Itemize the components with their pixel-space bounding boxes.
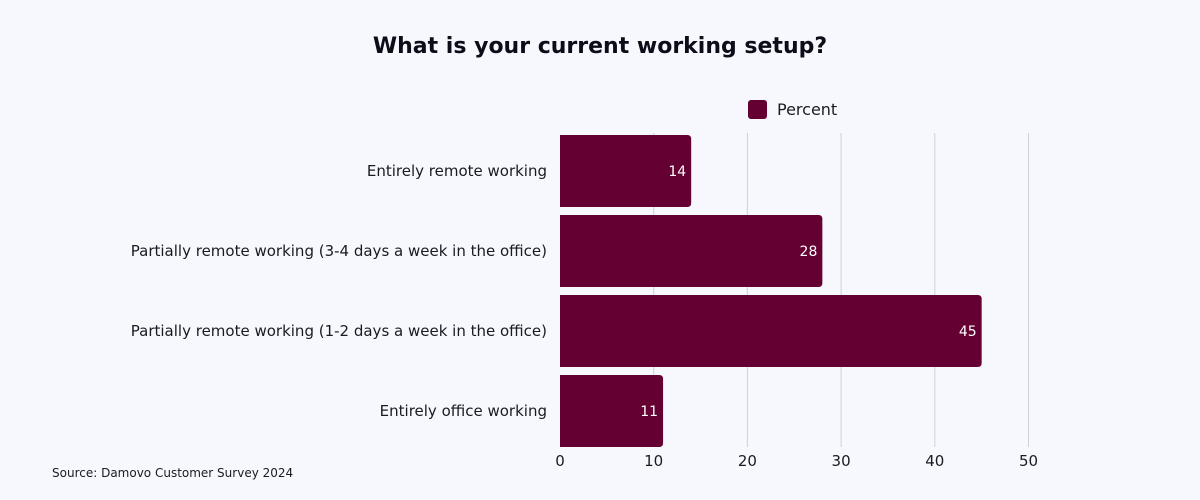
category-label: Partially remote working (1-2 days a wee… xyxy=(131,322,547,340)
data-label: 45 xyxy=(959,324,977,340)
category-label: Entirely remote working xyxy=(367,162,547,180)
bar xyxy=(560,375,664,447)
bar xyxy=(560,295,982,367)
x-tick-label: 50 xyxy=(1019,452,1038,470)
x-tick-label: 20 xyxy=(738,452,757,470)
bar xyxy=(560,215,823,287)
category-label: Partially remote working (3-4 days a wee… xyxy=(131,242,547,260)
chart-title: What is your current working setup? xyxy=(372,34,828,59)
category-label: Entirely office working xyxy=(380,402,547,420)
source-note: Source: Damovo Customer Survey 2024 xyxy=(52,466,294,480)
data-label: 28 xyxy=(800,244,818,260)
data-label: 11 xyxy=(640,404,658,420)
x-tick-label: 10 xyxy=(644,452,663,470)
x-tick-label: 40 xyxy=(925,452,944,470)
data-label: 14 xyxy=(668,164,686,180)
x-tick-label: 30 xyxy=(832,452,851,470)
legend-swatch xyxy=(748,99,767,119)
bar xyxy=(560,135,692,207)
legend-label: Percent xyxy=(777,99,838,119)
chart-legend: Percent xyxy=(748,98,837,120)
x-tick-label: 0 xyxy=(555,452,565,470)
